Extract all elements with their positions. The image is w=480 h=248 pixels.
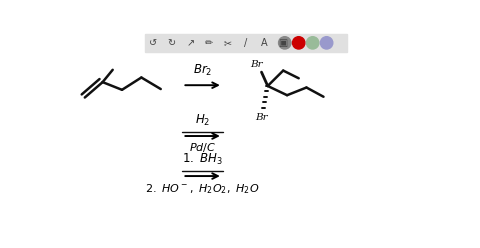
Text: Br: Br	[251, 60, 263, 69]
Text: Br: Br	[255, 113, 268, 122]
Text: $Pd/C$: $Pd/C$	[189, 141, 216, 154]
Text: ↺: ↺	[149, 38, 157, 48]
Circle shape	[321, 37, 333, 49]
Bar	[145, 34, 347, 52]
Text: ↗: ↗	[186, 38, 194, 48]
Text: ✏: ✏	[205, 38, 213, 48]
Circle shape	[292, 37, 305, 49]
Text: ↻: ↻	[168, 38, 176, 48]
Circle shape	[278, 37, 291, 49]
Text: $H_2$: $H_2$	[195, 113, 210, 128]
Text: $2.\ HO^-,\ H_2O_2,\ H_2O$: $2.\ HO^-,\ H_2O_2,\ H_2O$	[145, 182, 260, 196]
Text: $Br_2$: $Br_2$	[193, 62, 212, 77]
Text: $1.\ BH_3$: $1.\ BH_3$	[182, 152, 223, 167]
Text: ✂: ✂	[223, 38, 231, 48]
Text: A: A	[261, 38, 268, 48]
Text: ▣: ▣	[278, 38, 288, 48]
Circle shape	[306, 37, 319, 49]
Text: /: /	[244, 38, 248, 48]
